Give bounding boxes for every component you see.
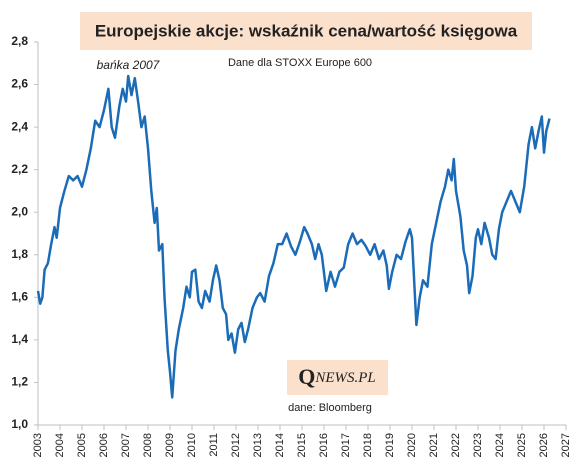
x-tick-label: 2026 xyxy=(538,433,550,457)
x-tick-label: 2027 xyxy=(560,433,572,457)
x-tick-label: 2022 xyxy=(450,433,462,457)
x-tick-label: 2017 xyxy=(340,433,352,457)
x-tick-label: 2021 xyxy=(428,433,440,457)
y-tick-label: 2,8 xyxy=(11,34,28,48)
y-tick-label: 1,4 xyxy=(11,332,28,346)
logo-initial: Q xyxy=(298,364,315,389)
chart-title: Europejskie akcje: wskaźnik cena/wartość… xyxy=(95,21,518,40)
data-line xyxy=(36,74,551,399)
x-tick-label: 2023 xyxy=(472,433,484,457)
subtitle: Dane dla STOXX Europe 600 xyxy=(228,57,372,69)
x-tick-label: 2006 xyxy=(98,433,110,457)
x-tick-label: 2008 xyxy=(142,433,154,457)
source: dane: Bloomberg xyxy=(288,402,372,414)
x-tick-label: 2018 xyxy=(362,433,374,457)
y-tick-label: 1,2 xyxy=(11,375,28,389)
y-tick-label: 1,8 xyxy=(11,247,28,261)
x-tick-label: 2003 xyxy=(32,433,44,457)
x-tick-label: 2025 xyxy=(516,433,528,457)
x-tick-label: 2010 xyxy=(186,433,198,457)
x-tick-label: 2016 xyxy=(318,433,330,457)
logo-box xyxy=(287,360,388,395)
y-tick-label: 1,0 xyxy=(11,417,28,431)
x-tick-label: 2012 xyxy=(230,433,242,457)
x-tick-label: 2015 xyxy=(296,433,308,457)
x-tick-label: 2024 xyxy=(494,433,506,457)
x-tick-label: 2007 xyxy=(120,433,132,457)
y-tick-label: 2,0 xyxy=(11,204,28,218)
x-tick-label: 2011 xyxy=(208,433,220,457)
y-tick-label: 2,6 xyxy=(11,77,28,91)
x-tick-label: 2005 xyxy=(76,433,88,457)
title-box xyxy=(80,12,532,50)
x-tick-label: 2014 xyxy=(274,433,286,457)
x-tick-label: 2004 xyxy=(54,433,66,457)
x-tick-label: 2013 xyxy=(252,433,264,457)
x-tick-label: 2009 xyxy=(164,433,176,457)
y-tick-label: 2,2 xyxy=(11,162,28,176)
x-tick-label: 2019 xyxy=(384,433,396,457)
annotation: bańka 2007 xyxy=(97,58,161,72)
logo-rest: NEWS.PL xyxy=(314,370,375,386)
y-tick-label: 1,6 xyxy=(11,290,28,304)
logo: QNEWS.PL xyxy=(298,364,376,389)
y-tick-label: 2,4 xyxy=(11,119,28,133)
x-tick-label: 2020 xyxy=(406,433,418,457)
